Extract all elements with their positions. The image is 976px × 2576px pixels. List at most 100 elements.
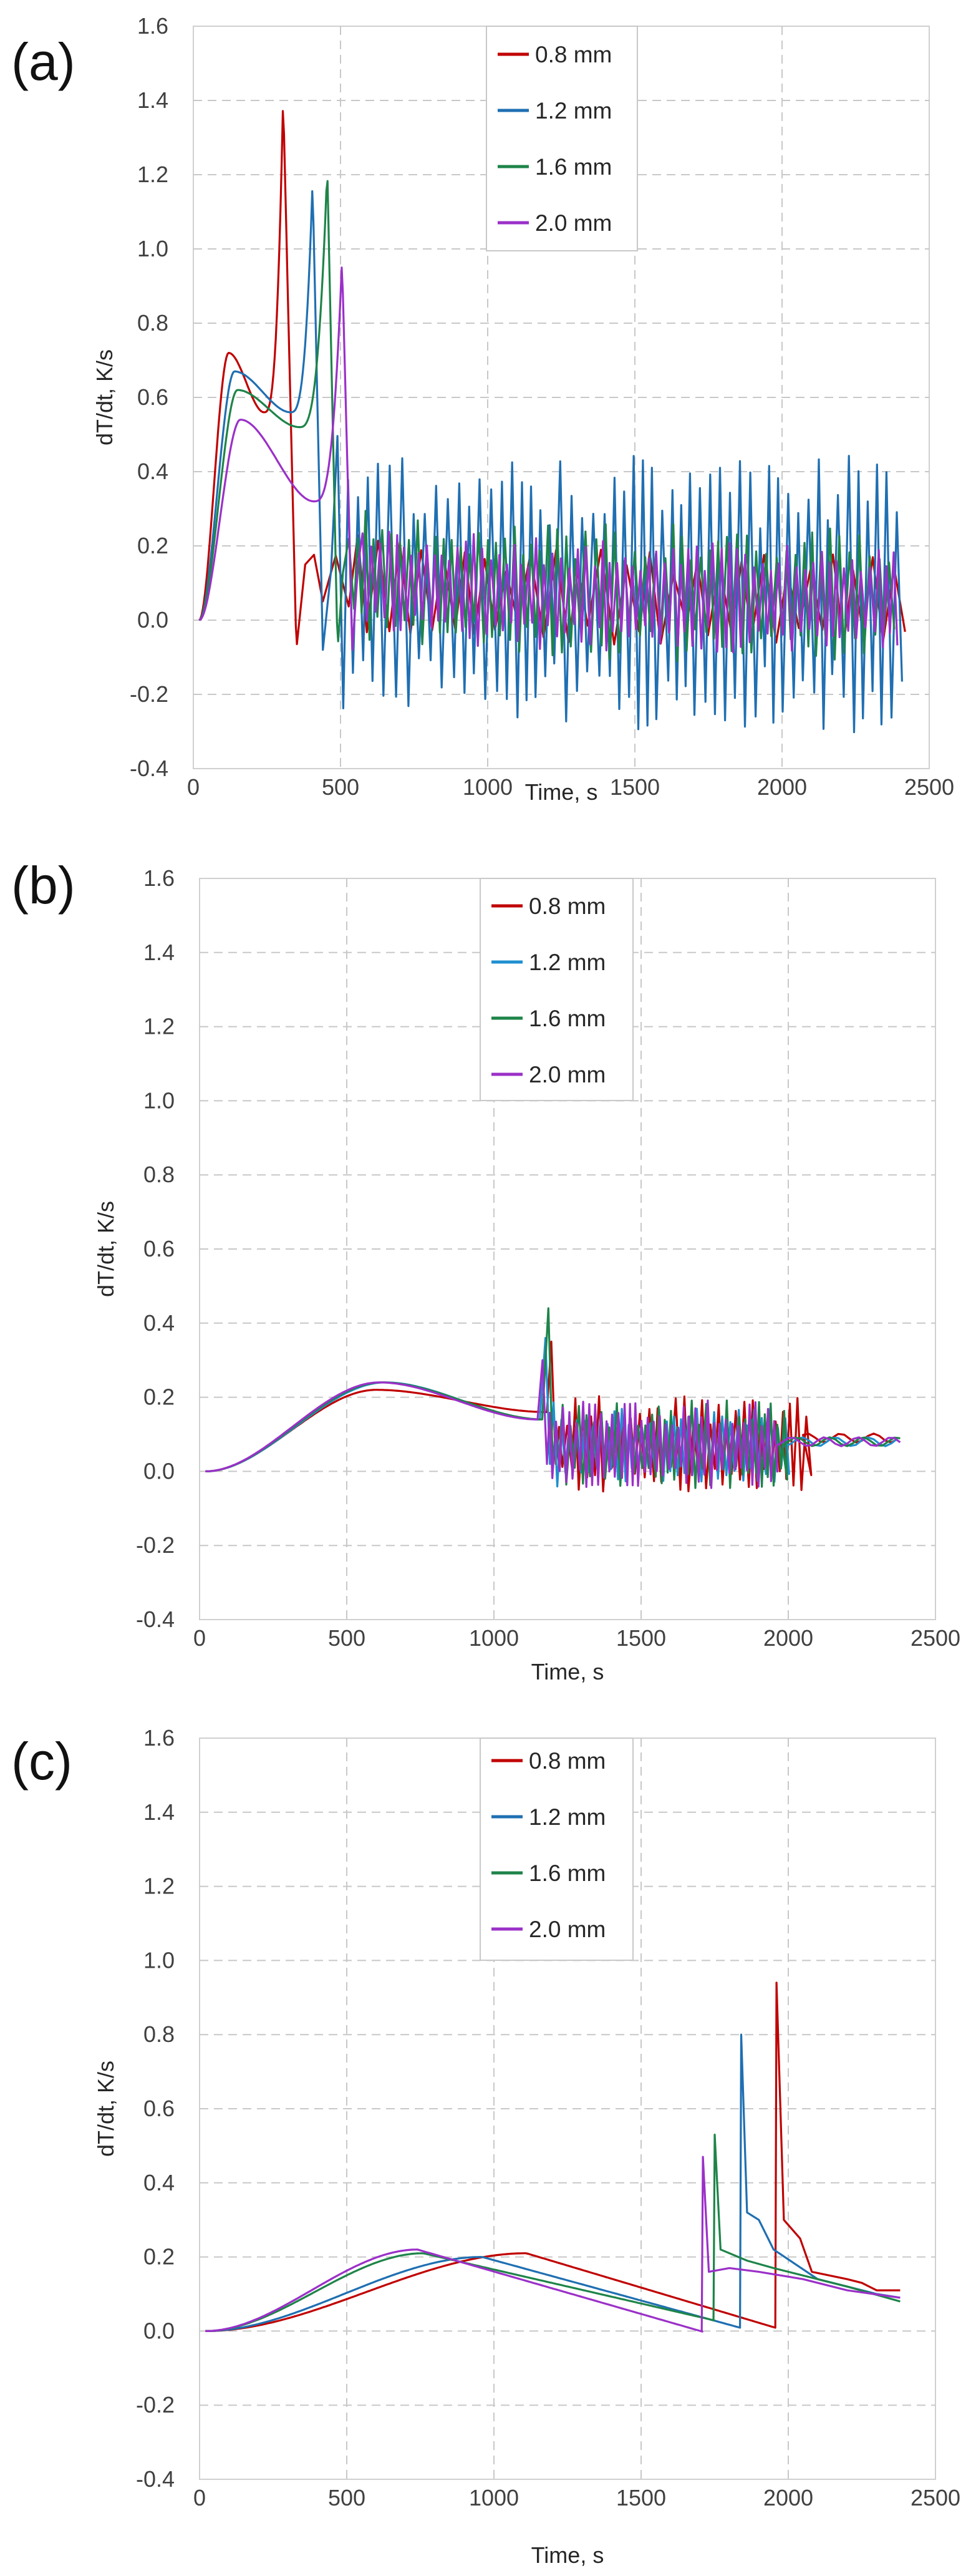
- series-line-2-0-mm: [205, 2156, 901, 2333]
- legend: 0.8 mm 1.2 mm 1.6 mm 2.0 mm: [480, 878, 634, 1101]
- legend-entry: 2.0 mm: [498, 210, 612, 236]
- y-tick-label: -0.2: [130, 681, 168, 707]
- y-tick-label: 1.4: [143, 940, 175, 965]
- y-tick-label: 0.8: [143, 1162, 175, 1187]
- y-tick-label: 1.0: [143, 1947, 175, 1973]
- legend-label: 1.6 mm: [535, 154, 612, 180]
- y-tick-label: -0.2: [136, 1532, 175, 1558]
- y-tick-labels: -0.4 -0.2 0.0 0.2 0.4 0.6 0.8 1.0 1.2 1.4 1.6: [130, 13, 168, 781]
- y-tick-label: -0.4: [136, 2466, 175, 2492]
- y-tick-label: 0.8: [143, 2021, 175, 2047]
- y-tick-labels: -0.4 -0.2 0.0 0.2 0.4 0.6 0.8 1.0 1.2 1.4 1.6: [136, 865, 175, 1632]
- y-tick-label: 1.4: [143, 1799, 175, 1825]
- legend: 0.8 mm 1.2 mm 1.6 mm 2.0 mm: [480, 1738, 634, 1961]
- panel-label: (b): [11, 856, 75, 915]
- legend-entry: 0.8 mm: [498, 42, 612, 67]
- y-tick-label: 0.2: [137, 533, 168, 558]
- y-tick-label: 1.0: [137, 236, 168, 261]
- legend-entry: 0.8 mm: [491, 1748, 606, 1774]
- legend-entry: 2.0 mm: [491, 1062, 606, 1087]
- y-axis-title: dT/dt, K/s: [93, 2061, 118, 2157]
- y-tick-label: 1.2: [137, 162, 168, 187]
- y-tick-label: 0.0: [137, 607, 168, 633]
- y-tick-label: 0.8: [137, 310, 168, 336]
- legend-label: 0.8 mm: [529, 893, 606, 919]
- x-tick-label: 500: [328, 1625, 365, 1651]
- y-tick-label: 1.6: [137, 13, 168, 39]
- legend-label: 2.0 mm: [535, 210, 612, 236]
- panel-b: (b) -0.4 -0.2 0.0 0.2 0.4 0.6 0.8 1.0 1.2 1.4 1.6 …: [11, 856, 960, 1684]
- x-tick-label: 2500: [911, 1625, 960, 1651]
- y-tick-label: -0.4: [136, 1606, 175, 1632]
- panel-c: (c) -0.4 -0.2 0.0 0.2 0.4 0.6 0.8 1.0 1.2 1.4 1.6 …: [11, 1725, 960, 2568]
- x-tick-label: 500: [322, 774, 359, 800]
- legend-label: 2.0 mm: [529, 1917, 606, 1942]
- x-tick-labels: 0 500 1000 1500 2000 2500: [187, 774, 954, 800]
- x-tick-label: 1500: [610, 774, 660, 800]
- legend-entry: 1.2 mm: [491, 950, 606, 975]
- legend-label: 1.2 mm: [535, 98, 612, 124]
- series-line-2-0-mm: [198, 266, 899, 653]
- series-line-2-0-mm: [205, 1359, 901, 1489]
- legend-entry: 1.2 mm: [498, 98, 612, 124]
- series-lines: [198, 110, 906, 734]
- legend-entry: 1.2 mm: [491, 1804, 606, 1830]
- y-tick-label: 0.0: [143, 1458, 175, 1484]
- y-tick-label: 0.6: [137, 384, 168, 410]
- y-tick-label: 0.4: [143, 1310, 175, 1336]
- x-tick-label: 1000: [469, 2485, 519, 2510]
- panel-label: (a): [11, 32, 75, 91]
- legend-label: 1.2 mm: [529, 1804, 606, 1830]
- series-lines: [205, 1981, 901, 2333]
- y-tick-label: -0.4: [130, 756, 168, 781]
- legend-label: 1.6 mm: [529, 1860, 606, 1886]
- x-tick-label: 0: [193, 2485, 206, 2510]
- y-tick-label: 1.6: [143, 865, 175, 891]
- y-tick-label: 1.4: [137, 87, 168, 113]
- x-tick-labels: 0 500 1000 1500 2000 2500: [193, 2485, 960, 2510]
- legend-entry: 1.6 mm: [491, 1006, 606, 1031]
- x-tick-labels: 0 500 1000 1500 2000 2500: [193, 1625, 960, 1651]
- y-tick-labels: -0.4 -0.2 0.0 0.2 0.4 0.6 0.8 1.0 1.2 1.4 1.6: [136, 1725, 175, 2492]
- legend-label: 1.6 mm: [529, 1006, 606, 1031]
- y-axis-title: dT/dt, K/s: [93, 1201, 118, 1297]
- legend-label: 0.8 mm: [535, 42, 612, 67]
- y-tick-label: 0.0: [143, 2318, 175, 2343]
- x-tick-label: 2500: [904, 774, 954, 800]
- y-tick-label: 1.6: [143, 1725, 175, 1751]
- legend-box: [480, 878, 634, 1101]
- x-axis-title: Time, s: [531, 2542, 604, 2568]
- panel-a: (a) -0.4 -0.2 0.0 0.2 0.4 0.6 0.8 1.0 1.2 1.4 1.6 …: [11, 13, 954, 805]
- x-tick-label: 2500: [911, 2485, 960, 2510]
- x-axis-title: Time, s: [525, 779, 598, 805]
- x-tick-label: 500: [328, 2485, 365, 2510]
- legend-label: 0.8 mm: [529, 1748, 606, 1774]
- legend-box: [480, 1738, 634, 1961]
- y-tick-label: 1.2: [143, 1014, 175, 1039]
- legend-entry: 2.0 mm: [491, 1917, 606, 1942]
- x-tick-label: 2000: [763, 1625, 813, 1651]
- x-tick-label: 1500: [616, 2485, 666, 2510]
- x-tick-label: 2000: [757, 774, 807, 800]
- panel-label: (c): [11, 1732, 72, 1791]
- y-tick-label: 0.2: [143, 1384, 175, 1410]
- legend: 0.8 mm 1.2 mm 1.6 mm 2.0 mm: [486, 26, 638, 251]
- y-tick-label: -0.2: [136, 2392, 175, 2418]
- y-tick-label: 0.4: [143, 2170, 175, 2195]
- series-line-1-2-mm: [205, 2033, 901, 2332]
- legend-label: 2.0 mm: [529, 1062, 606, 1087]
- series-line-0-8-mm: [205, 1981, 901, 2332]
- y-tick-label: 1.0: [143, 1087, 175, 1113]
- y-axis-title: dT/dt, K/s: [92, 349, 117, 445]
- legend-entry: 0.8 mm: [491, 893, 606, 919]
- x-tick-label: 0: [187, 774, 200, 800]
- y-tick-label: 0.6: [143, 1236, 175, 1261]
- legend-label: 1.2 mm: [529, 950, 606, 975]
- series-line-1-2-mm: [198, 190, 903, 734]
- x-tick-label: 1500: [616, 1625, 666, 1651]
- x-tick-label: 1000: [469, 1625, 519, 1651]
- legend-entry: 1.6 mm: [498, 154, 612, 180]
- legend-entry: 1.6 mm: [491, 1860, 606, 1886]
- x-tick-label: 0: [193, 1625, 206, 1651]
